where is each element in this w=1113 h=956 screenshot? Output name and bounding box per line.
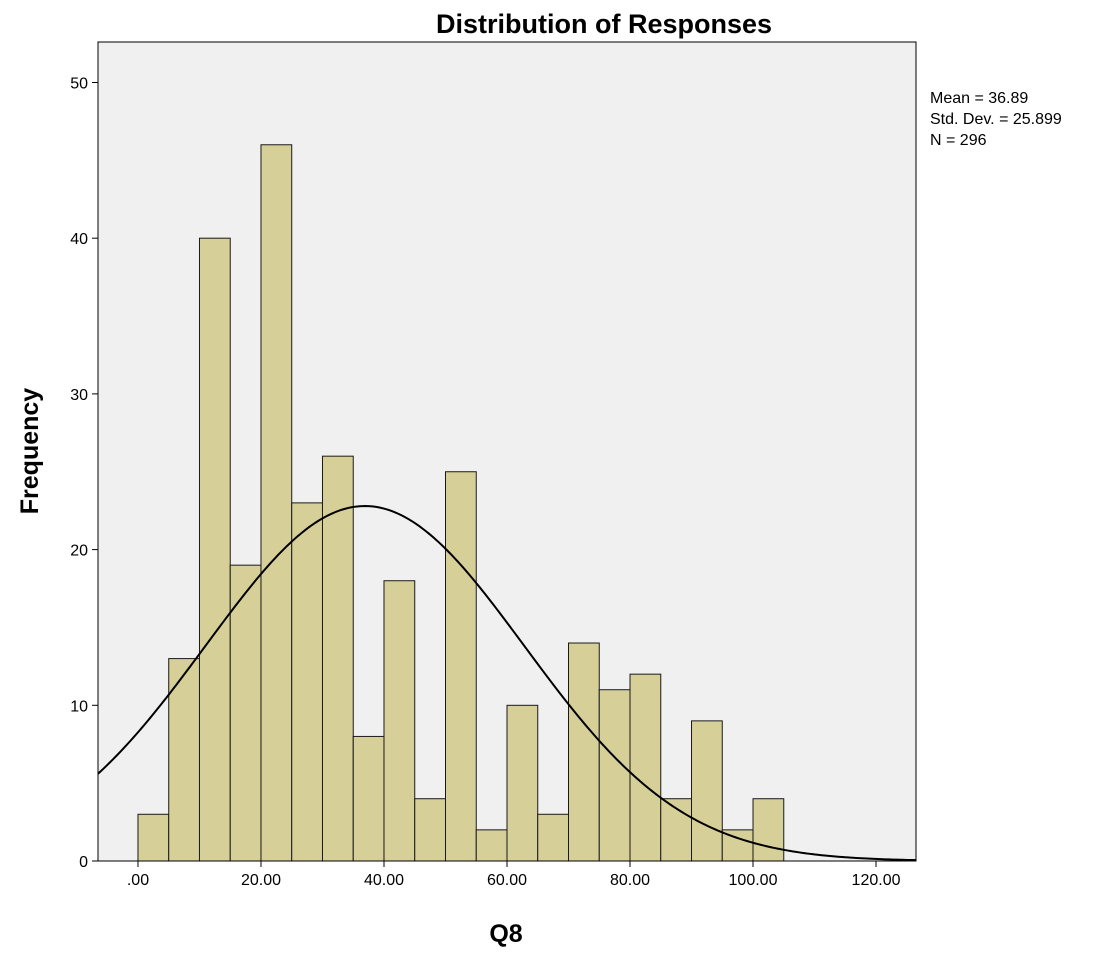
chart-title: Distribution of Responses bbox=[436, 9, 772, 39]
normal-curve bbox=[97, 505, 917, 862]
bar-20 bbox=[752, 798, 785, 862]
x-tick-label-5: 100.00 bbox=[729, 872, 778, 889]
stats-n: N = 296 bbox=[930, 132, 987, 149]
x-tick-label-6: 120.00 bbox=[852, 872, 901, 889]
y-tick-label-4: 40 bbox=[70, 231, 88, 248]
bar-6 bbox=[321, 455, 354, 862]
y-tick-label-5: 50 bbox=[70, 75, 88, 92]
bar-3 bbox=[229, 564, 262, 862]
x-tick-label-2: 40.00 bbox=[364, 872, 404, 889]
bar-0 bbox=[137, 813, 170, 862]
x-ticks-group: .00 20.00 40.00 60.00 80.00 100.00 120.00 bbox=[127, 861, 901, 889]
stats-mean: Mean = 36.89 bbox=[930, 90, 1028, 107]
y-tick-label-1: 10 bbox=[70, 698, 88, 715]
bar-7 bbox=[352, 735, 385, 862]
x-tick-label-0: .00 bbox=[127, 872, 149, 889]
x-tick-label-3: 60.00 bbox=[487, 872, 527, 889]
bars-group bbox=[137, 144, 785, 862]
bar-13 bbox=[537, 813, 570, 862]
y-ticks-group: 0 10 20 30 40 50 bbox=[70, 75, 98, 871]
bar-4 bbox=[260, 144, 293, 862]
bar-2 bbox=[198, 237, 231, 862]
x-tick-label-4: 80.00 bbox=[610, 872, 650, 889]
bar-9 bbox=[414, 798, 446, 862]
y-tick-label-3: 30 bbox=[70, 387, 88, 404]
x-axis-title: Q8 bbox=[489, 920, 522, 948]
bar-5 bbox=[291, 502, 323, 862]
x-tick-label-1: 20.00 bbox=[241, 872, 281, 889]
bar-1 bbox=[168, 658, 200, 862]
bar-8 bbox=[383, 580, 416, 862]
bar-18 bbox=[691, 720, 723, 862]
bar-11 bbox=[475, 829, 508, 862]
bar-15 bbox=[598, 689, 631, 862]
y-tick-label-2: 20 bbox=[70, 543, 88, 560]
bar-14 bbox=[568, 642, 600, 862]
stats-std-dev: Std. Dev. = 25.899 bbox=[930, 111, 1062, 128]
bar-16 bbox=[629, 673, 662, 862]
bar-12 bbox=[506, 704, 539, 862]
y-tick-label-0: 0 bbox=[79, 854, 88, 871]
y-axis-title: Frequency bbox=[16, 388, 44, 515]
bar-10 bbox=[444, 471, 477, 862]
